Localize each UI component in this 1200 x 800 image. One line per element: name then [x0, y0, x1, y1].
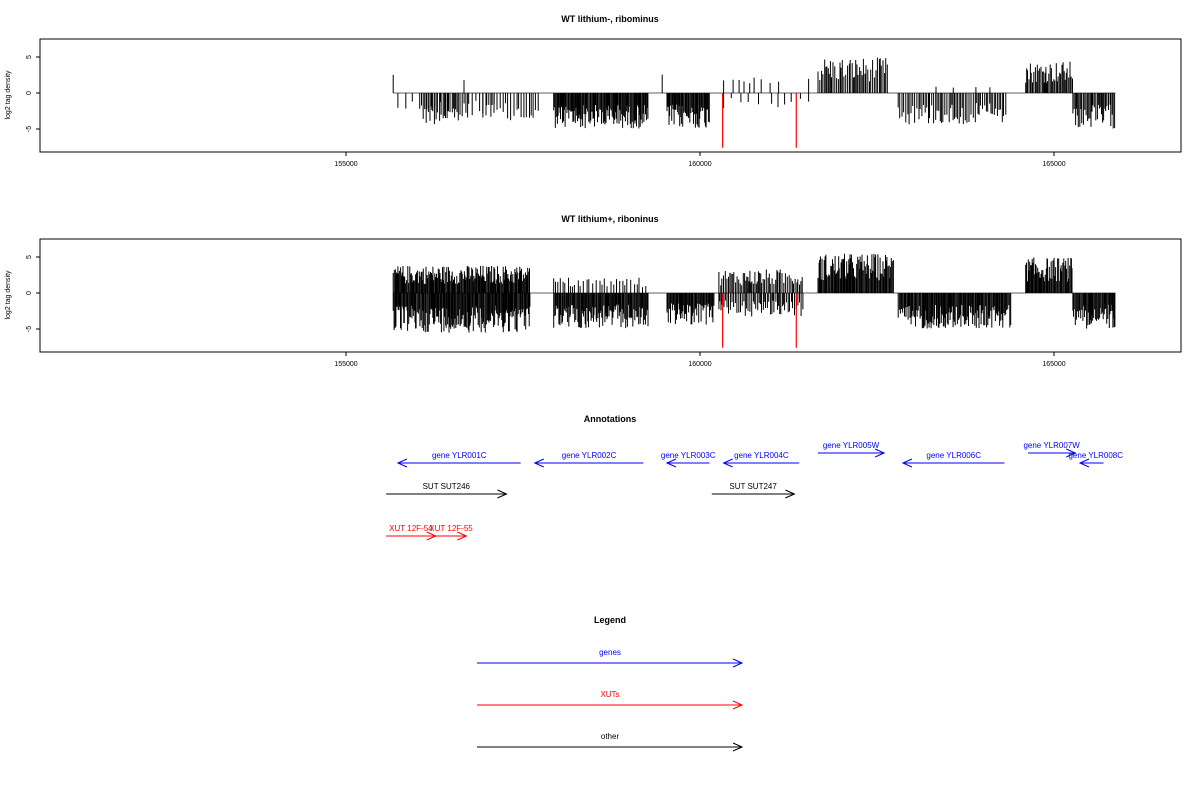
gene-arrow-label: gene YLR006C	[926, 451, 981, 460]
panel-1-ylabel: log2 tag density	[5, 70, 12, 120]
sut-arrow-label: SUT SUT247	[729, 482, 777, 491]
panel-1-ytick-label: 0	[26, 91, 33, 95]
legend-items: genes XUTs other	[477, 648, 744, 752]
legend-label: XUTs	[600, 690, 619, 699]
gene-arrow-arrowhead	[396, 458, 408, 468]
panel-1-xtick-label: 160000	[688, 161, 711, 168]
panel-1-xtick-label: 155000	[334, 161, 357, 168]
annotations-title: Annotations	[584, 414, 637, 424]
gene-arrow-arrowhead	[901, 458, 913, 468]
panel-1-xtick-label: 165000	[1042, 161, 1065, 168]
panel-1-title: WT lithium-, ribominus	[561, 14, 659, 24]
legend-title: Legend	[594, 615, 626, 625]
gene-arrow-arrowhead	[1066, 448, 1077, 458]
panel-1-bars	[392, 57, 1116, 148]
legend-arrowhead	[732, 700, 744, 710]
panel-2-ytick-label: 5	[26, 255, 33, 259]
gene-arrow-arrowhead	[665, 458, 677, 468]
panel-1-ytick-label: -5	[26, 126, 33, 132]
panel-2-bars	[392, 253, 1116, 348]
gene-arrow-label: gene YLR004C	[734, 451, 789, 460]
panel-2-xtick-label: 165000	[1042, 361, 1065, 368]
gene-arrow-label: gene YLR001C	[432, 451, 487, 460]
legend-arrowhead	[732, 742, 744, 752]
xut-arrow-label: XUT 12F-54	[389, 524, 433, 533]
gene-arrow-label: gene YLR005W	[823, 441, 880, 450]
legend-label: other	[601, 732, 620, 741]
panel-2-x-axis: 155000 160000 165000	[334, 352, 1066, 368]
legend-label: genes	[599, 648, 621, 657]
panel-2-title: WT lithium+, riboninus	[561, 214, 658, 224]
panel-1-ytick-label: 5	[26, 55, 33, 59]
panel-2-ytick-label: -5	[26, 326, 33, 332]
panel-2: WT lithium+, riboninus log2 tag density …	[5, 214, 1182, 368]
panel-2-ylabel: log2 tag density	[5, 270, 12, 320]
panel-1: WT lithium-, ribominus log2 tag density …	[5, 14, 1182, 168]
sut-arrow-arrowhead	[497, 489, 508, 499]
panel-2-xtick-label: 155000	[334, 361, 357, 368]
legend-arrowhead	[732, 658, 744, 668]
sut-arrow-label: SUT SUT246	[423, 482, 471, 491]
panel-2-ytick-label: 0	[26, 291, 33, 295]
gene-arrow-label: gene YLR008C	[1068, 451, 1123, 460]
gene-arrow-arrowhead	[722, 458, 733, 468]
panel-2-xtick-label: 160000	[688, 361, 711, 368]
gene-arrow-label: gene YLR003C	[661, 451, 716, 460]
xut-arrow-label: XUT 12F-55	[429, 524, 473, 533]
gene-arrow-label: gene YLR002C	[562, 451, 617, 460]
sut-arrow-arrowhead	[785, 489, 796, 499]
panel-1-y-axis: -5 0 5	[26, 55, 40, 132]
annotation-arrows: gene YLR001C gene YLR002C gene YLR003C gene…	[386, 441, 1123, 541]
panel-1-x-axis: 155000 160000 165000	[334, 152, 1066, 168]
gene-arrow-label: gene YLR007W	[1023, 441, 1080, 450]
gene-arrow-arrowhead	[533, 458, 545, 468]
legend: Legend genes XUTs other	[477, 615, 744, 752]
panel-1-frame	[39, 38, 1182, 153]
panel-2-frame	[39, 238, 1182, 353]
xut-arrow-arrowhead	[457, 531, 468, 541]
gene-arrow-arrowhead	[1078, 458, 1090, 468]
gene-arrow-arrowhead	[874, 448, 886, 458]
annotations-panel: Annotations gene YLR001C gene YLR002C gene…	[386, 414, 1123, 541]
panel-2-y-axis: -5 0 5	[26, 255, 40, 332]
